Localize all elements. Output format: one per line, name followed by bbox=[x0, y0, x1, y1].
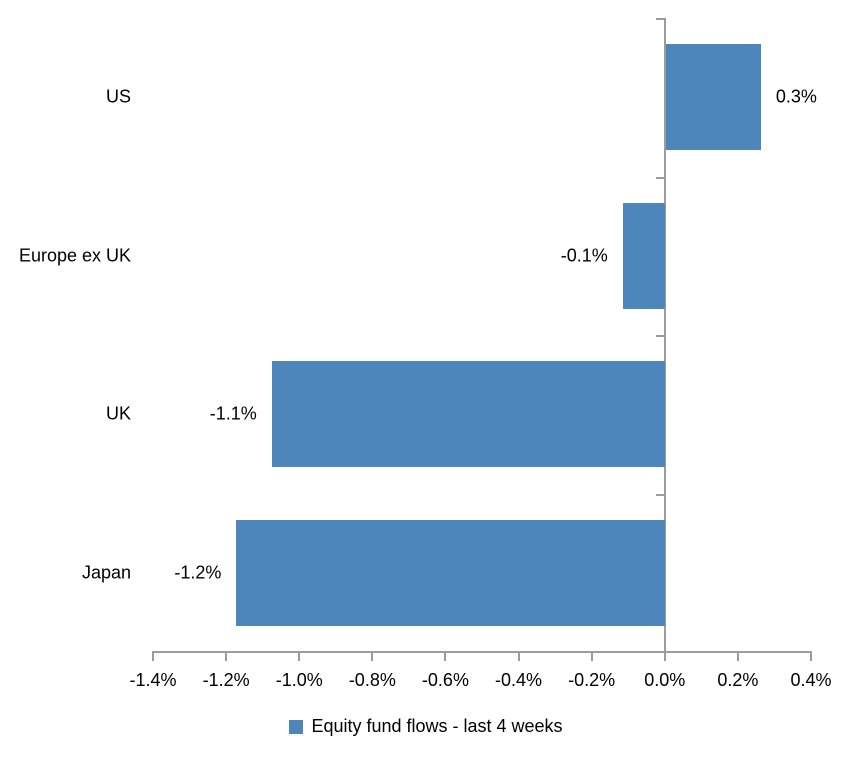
x-axis-tick bbox=[590, 651, 593, 661]
data-label: -1.1% bbox=[209, 403, 257, 424]
legend-label: Equity fund flows - last 4 weeks bbox=[311, 716, 563, 736]
x-tick-label: -0.4% bbox=[495, 670, 543, 690]
x-tick-label: 0.4% bbox=[790, 670, 832, 690]
bar bbox=[665, 44, 761, 151]
data-label: -1.2% bbox=[174, 562, 222, 583]
legend: Equity fund flows - last 4 weeks bbox=[0, 716, 852, 737]
y-axis-tick bbox=[655, 493, 664, 496]
x-tick-label: -1.2% bbox=[202, 670, 250, 690]
x-axis-line bbox=[152, 651, 812, 653]
x-axis-tick bbox=[517, 651, 520, 661]
x-axis-tick bbox=[152, 651, 154, 661]
x-axis-tick bbox=[225, 651, 228, 661]
x-axis-tick bbox=[371, 651, 374, 661]
x-tick-label: 0.0% bbox=[644, 670, 686, 690]
category-label: Japan bbox=[81, 562, 131, 583]
y-axis-line bbox=[663, 18, 666, 653]
y-axis-tick bbox=[655, 18, 664, 20]
bar bbox=[236, 519, 665, 626]
x-axis-tick bbox=[663, 651, 666, 661]
x-tick-label: -0.8% bbox=[348, 670, 396, 690]
data-label: 0.3% bbox=[775, 86, 817, 107]
legend-swatch-icon bbox=[289, 719, 304, 734]
x-axis-tick bbox=[298, 651, 301, 661]
x-axis-tick bbox=[810, 651, 812, 661]
x-tick-label: -0.2% bbox=[568, 670, 616, 690]
x-axis-tick bbox=[444, 651, 447, 661]
x-axis-tick bbox=[736, 651, 739, 661]
category-label: UK bbox=[105, 403, 131, 424]
y-axis-tick bbox=[655, 176, 664, 179]
x-tick-label: -0.6% bbox=[421, 670, 469, 690]
category-label: US bbox=[105, 86, 131, 107]
bar bbox=[622, 202, 665, 309]
y-axis-tick bbox=[655, 335, 664, 337]
x-tick-label: -1.4% bbox=[129, 670, 177, 690]
category-label: Europe ex UK bbox=[18, 245, 131, 266]
data-label: -0.1% bbox=[560, 245, 608, 266]
bar bbox=[271, 361, 665, 468]
x-tick-label: -1.0% bbox=[275, 670, 323, 690]
x-tick-label: 0.2% bbox=[717, 670, 759, 690]
